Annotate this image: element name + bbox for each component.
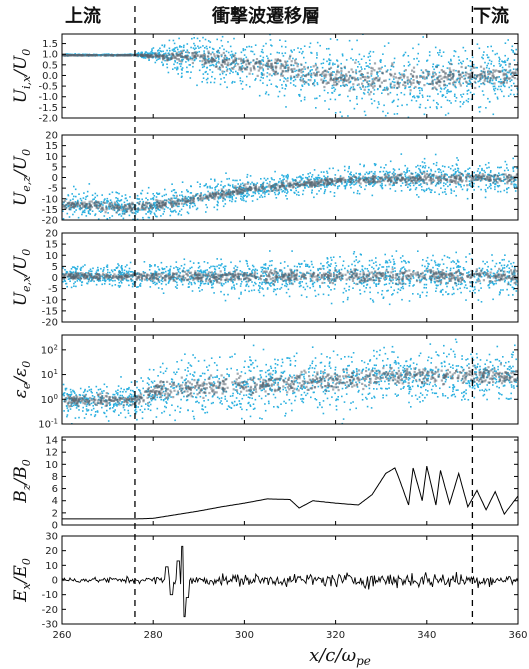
- ytick-label-uix: -2.0: [38, 114, 58, 125]
- xtick-label: 320: [326, 630, 345, 641]
- xtick-label: 280: [144, 630, 163, 641]
- ytick-label-uix: -1.0: [38, 92, 58, 103]
- ytick-label-uex: -10: [42, 295, 58, 306]
- ytick-label-bz: 4: [52, 496, 58, 507]
- plot-area-ex: [62, 545, 518, 618]
- ytick-label-uez: 20: [45, 131, 58, 142]
- xtick-label: 340: [417, 630, 436, 641]
- ytick-label-bz: 10: [45, 460, 58, 471]
- ytick-label-ex: 0: [52, 576, 58, 587]
- ytick-label-bz: 6: [52, 484, 58, 495]
- ex-line: [62, 545, 518, 618]
- plot-area-uix: [62, 34, 518, 118]
- density-core-eps: [63, 363, 518, 408]
- panel-frame-eps: [61, 334, 519, 425]
- ytick-label-uix: 0.5: [42, 60, 58, 71]
- bz-line: [62, 465, 518, 520]
- ytick-label-uez: 15: [45, 141, 58, 152]
- ytick-label-uex: -5: [48, 284, 58, 295]
- plot-area-bz: [62, 465, 518, 520]
- ytick-label-uex: -15: [42, 306, 58, 317]
- ytick-label-ex: -30: [42, 620, 58, 631]
- ytick-label-uix: -1.5: [38, 103, 58, 114]
- ytick-label-uex: 15: [45, 240, 58, 251]
- ytick-label-ex: 10: [45, 561, 58, 572]
- ytick-label-uix: 1.5: [42, 39, 58, 50]
- panel-frame-uix: [61, 33, 519, 119]
- ylabel-ex: Ex/E0: [11, 558, 33, 603]
- ytick-label-bz: 8: [52, 472, 58, 483]
- panel-ex: -30 -20 -10 0 10 20 30 Ex/E0: [11, 532, 519, 631]
- ytick-label-ex: 20: [45, 546, 58, 557]
- ytick-label-uez: -10: [42, 194, 58, 205]
- ytick-label-ex: -20: [42, 605, 58, 616]
- ytick-label-uez: -5: [48, 184, 58, 195]
- ytick-label-bz: 2: [52, 508, 58, 519]
- ylabel-uix: Ui,x/U0: [11, 49, 33, 104]
- plot-area-uez: [62, 153, 518, 220]
- ytick-label-uix: -0.5: [38, 82, 58, 93]
- x-axis-label: x/c/ωpe: [309, 645, 371, 668]
- downstream-label: 下流: [473, 5, 509, 27]
- scatter-points-uez: [62, 153, 518, 220]
- ytick-label-uix: 1.0: [42, 50, 58, 61]
- ytick-label-eps: 102: [41, 343, 58, 356]
- density-core-uez: [62, 171, 518, 215]
- density-core-uix: [62, 49, 518, 96]
- xtick-label: 260: [52, 630, 71, 641]
- ytick-label-bz: 0: [52, 521, 58, 532]
- ylabel-eps: εe/ε0: [11, 361, 33, 399]
- ytick-label-uex: 5: [52, 262, 58, 273]
- density-core-uex: [62, 267, 518, 286]
- ytick-label-ex: 30: [45, 532, 58, 543]
- ytick-label-eps: 100: [41, 393, 58, 406]
- ytick-label-uez: 0: [52, 173, 58, 184]
- ytick-label-uez: -20: [42, 216, 58, 227]
- transition-label: 衝撃波遷移層: [211, 5, 320, 27]
- ylabel-bz: Bz/B0: [11, 459, 33, 504]
- ytick-label-uez: 10: [45, 152, 58, 163]
- xtick-label: 300: [235, 630, 254, 641]
- panels: -2.0-1.5-1.0-0.50.00.51.01.5Ui,x/U0-20-1…: [11, 33, 519, 631]
- plot-area-eps: [62, 338, 518, 424]
- panel-eps: 10-1 100 101 102 εe/ε0: [11, 334, 519, 431]
- ytick-label-uex: 0: [52, 273, 58, 284]
- xtick-label: 360: [508, 630, 527, 641]
- ylabel-uex: Ue,x/U0: [11, 249, 33, 307]
- ytick-label-uix: 0.0: [42, 71, 58, 82]
- ylabel-uez: Ue,z/U0: [11, 149, 33, 206]
- panel-uix: -2.0-1.5-1.0-0.50.00.51.01.5 Ui,x/U0: [11, 33, 519, 125]
- ytick-label-uex: 20: [45, 229, 58, 240]
- ytick-label-uez: -15: [42, 205, 58, 216]
- region-boundaries: [134, 6, 474, 624]
- ytick-label-ex: -10: [42, 590, 58, 601]
- upstream-label: 上流: [65, 5, 101, 27]
- ytick-label-uez: 5: [52, 162, 58, 173]
- ytick-label-uex: -20: [42, 318, 58, 329]
- panel-frame-bz: [61, 436, 519, 526]
- ytick-label-bz: 14: [45, 436, 58, 447]
- ytick-label-eps: 101: [41, 368, 58, 381]
- ytick-label-bz: 12: [45, 448, 58, 459]
- x-axis: 260 280 300 320 340 360: [52, 630, 527, 641]
- plot-area-uex: [62, 250, 518, 306]
- ytick-label-uex: 10: [45, 251, 58, 262]
- ytick-label-eps: 10-1: [38, 418, 58, 431]
